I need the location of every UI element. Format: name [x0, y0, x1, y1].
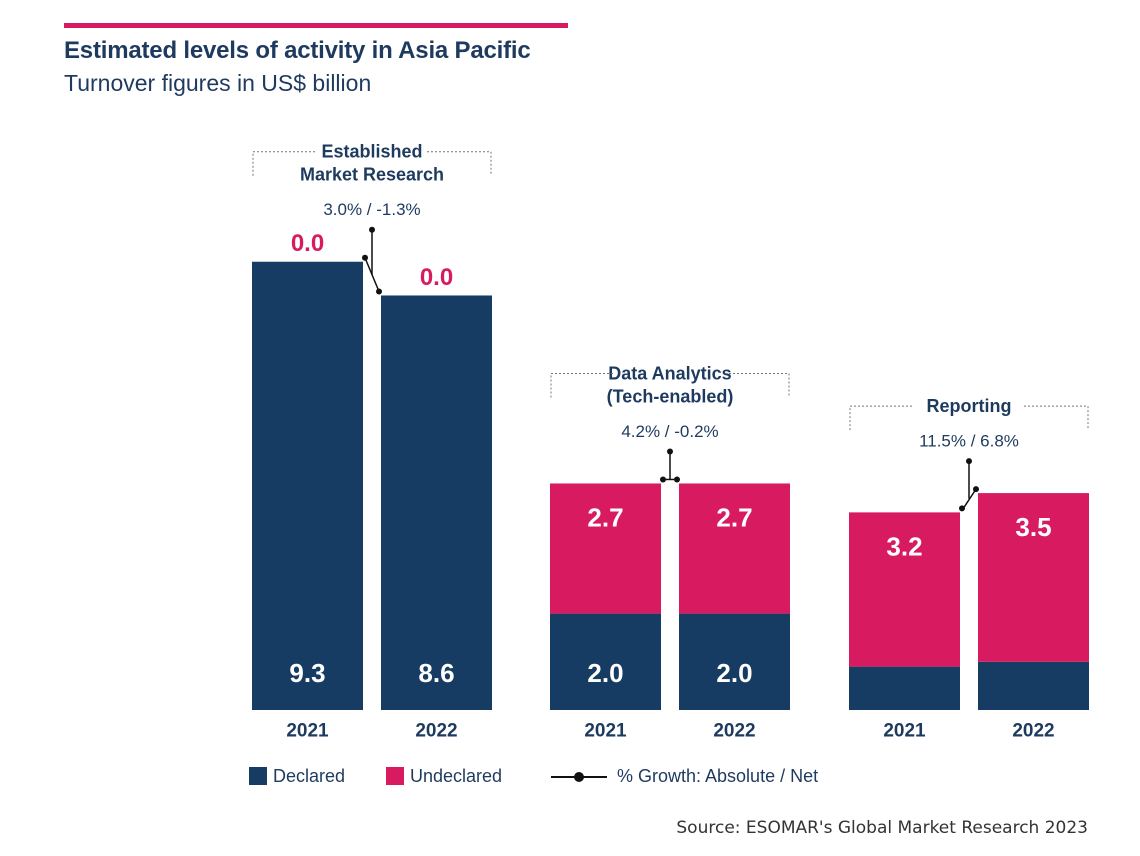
growth-label: 3.0% / -1.3% — [323, 200, 420, 219]
bar-undeclared — [679, 483, 790, 614]
growth-connector-dot — [362, 254, 368, 261]
group-label: Reporting — [927, 396, 1012, 416]
x-tick-label: 2022 — [1012, 721, 1054, 742]
legend-swatch-declared — [249, 767, 267, 785]
group-label: (Tech-enabled) — [607, 386, 734, 406]
bar-undeclared — [849, 512, 960, 667]
legend-label-declared: Declared — [273, 766, 346, 786]
x-tick-label: 2022 — [713, 721, 755, 742]
growth-connector-dot — [667, 448, 673, 455]
bar-declared — [978, 661, 1089, 710]
legend-label-undeclared: Undeclared — [410, 766, 503, 786]
data-label-declared: 2.0 — [587, 658, 623, 688]
data-label-undeclared: 3.2 — [886, 531, 922, 561]
data-label-declared: 9.3 — [289, 658, 325, 688]
data-label-declared: 0.9 — [888, 678, 921, 705]
group-label: Data Analytics — [608, 363, 731, 383]
legend-growth-icon — [551, 772, 607, 782]
group-bracket — [849, 405, 914, 431]
growth-connector-dot — [966, 458, 972, 465]
growth-connector-dot — [369, 226, 375, 233]
group-bracket — [1024, 405, 1089, 431]
bar-declared — [381, 295, 492, 710]
group-bracket — [550, 372, 615, 398]
source-note: Source: ESOMAR's Global Market Research … — [676, 818, 1088, 838]
x-tick-label: 2021 — [883, 721, 926, 742]
growth-label: 11.5% / 6.8% — [919, 432, 1019, 451]
data-label-undeclared: 0.0 — [420, 264, 453, 291]
x-tick-label: 2021 — [584, 721, 627, 742]
group-bracket — [252, 151, 317, 176]
data-label-undeclared: 0.0 — [291, 230, 324, 257]
x-tick-label: 2022 — [415, 721, 457, 742]
bar-declared — [252, 261, 363, 710]
legend-swatch-undeclared — [386, 767, 404, 785]
group-label: Market Research — [300, 165, 444, 185]
bar-undeclared — [550, 483, 661, 614]
growth-connector-dot — [959, 505, 965, 512]
growth-connector-dot — [376, 288, 382, 295]
legend-label-growth: % Growth: Absolute / Net — [617, 766, 819, 786]
chart-title: Estimated levels of activity in Asia Pac… — [64, 37, 531, 64]
data-label-declared: 8.6 — [418, 658, 454, 688]
chart-subtitle: Turnover figures in US$ billion — [64, 70, 372, 96]
bar-undeclared — [978, 493, 1089, 662]
data-label-undeclared: 2.7 — [587, 502, 623, 532]
bar-declared — [679, 613, 790, 710]
data-label-undeclared: 3.5 — [1015, 512, 1051, 542]
group-bracket — [725, 372, 790, 398]
data-label-declared: 1.0 — [1017, 675, 1050, 702]
x-tick-label: 2021 — [286, 721, 329, 742]
data-label-undeclared: 2.7 — [716, 502, 752, 532]
group-bracket — [427, 151, 492, 176]
group-label: Established — [321, 142, 422, 162]
bar-declared — [849, 666, 960, 710]
growth-label: 4.2% / -0.2% — [621, 422, 718, 441]
accent-bar — [64, 23, 568, 28]
data-label-declared: 2.0 — [716, 658, 752, 688]
growth-connector-dot — [674, 476, 680, 483]
bar-declared — [550, 613, 661, 710]
growth-connector-dot — [660, 476, 666, 483]
growth-connector-dot — [973, 486, 979, 493]
